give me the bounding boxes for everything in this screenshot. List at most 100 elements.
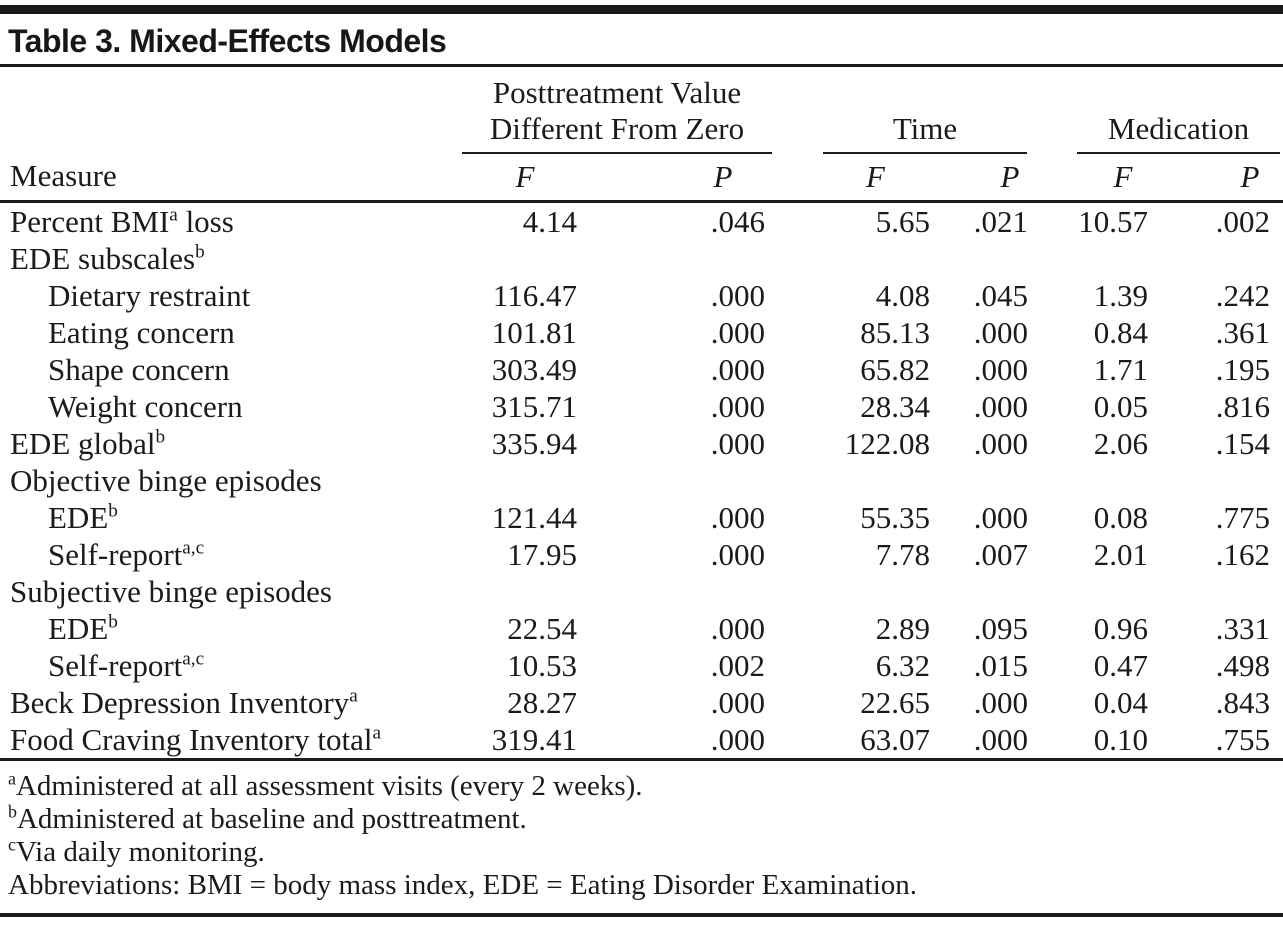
value-cell: .000 [710, 389, 765, 424]
footnote-text: Abbreviations: BMI = body mass index, ED… [8, 869, 918, 901]
value-cell: 28.27 [507, 685, 577, 720]
value-cell: 55.35 [860, 500, 930, 535]
measure-text: Self-report [48, 648, 183, 683]
measure-cell: Food Craving Inventory totala [0, 721, 460, 758]
value-cell: 22.54 [507, 611, 577, 646]
value-cell [943, 240, 1041, 277]
measure-cell: Percent BMIa loss [0, 202, 460, 241]
value-cell: 116.47 [492, 278, 577, 313]
measure-superscript: a,c [182, 537, 205, 559]
body-footnote-divider [0, 758, 1283, 761]
spanner-header-row: Measure Posttreatment Value Different Fr… [0, 67, 1283, 203]
value-cell: .007 [973, 537, 1028, 572]
value-cell: .000 [973, 315, 1028, 350]
group-label-posttreatment: Posttreatment Value Different From Zero [489, 75, 745, 146]
table-row-group: EDE subscalesb [0, 240, 1283, 277]
value-cell: 4.08 [875, 278, 930, 313]
bottom-rule-bar [0, 913, 1283, 917]
measure-superscript: a,c [182, 648, 205, 670]
value-cell: 6.32 [875, 648, 930, 683]
measure-cell: EDEb [0, 610, 460, 647]
measure-text: Eating concern [48, 315, 235, 350]
measure-cell: Objective binge episodes [0, 462, 460, 499]
measure-text: Weight concern [48, 389, 243, 424]
value-cell: 0.04 [1093, 685, 1148, 720]
measure-cell: EDEb [0, 499, 460, 536]
value-cell: .002 [710, 648, 765, 683]
value-cell [1041, 573, 1161, 610]
footnote-superscript: b [8, 801, 17, 822]
group-underline-medication: Medication [1077, 103, 1280, 154]
value-cell: .816 [1215, 389, 1270, 424]
value-cell [778, 240, 943, 277]
value-cell: .000 [710, 537, 765, 572]
footnote-b: bAdministered at baseline and posttreatm… [8, 801, 1275, 836]
group-label-medication: Medication [1107, 111, 1250, 146]
value-cell: .000 [710, 426, 765, 461]
group-label-time: Time [892, 111, 958, 146]
group-header-medication: Medication [1041, 67, 1283, 154]
value-cell: .162 [1215, 537, 1270, 572]
table-row-group: Subjective binge episodes [0, 573, 1283, 610]
measure-cell: Eating concern [0, 314, 460, 351]
value-cell: 0.08 [1093, 500, 1148, 535]
fp-header-row: F P F P F P [0, 154, 1283, 203]
value-cell: .000 [973, 500, 1028, 535]
value-cell: .195 [1215, 352, 1270, 387]
value-cell: .015 [973, 648, 1028, 683]
value-cell: 319.41 [491, 722, 577, 757]
title-divider [0, 64, 1283, 67]
value-cell: 1.39 [1093, 278, 1148, 313]
value-cell: .021 [973, 204, 1028, 239]
value-cell: 4.14 [522, 204, 577, 239]
measure-cell: Self-reporta,c [0, 536, 460, 573]
value-cell: 5.65 [875, 204, 930, 239]
value-cell: .000 [973, 389, 1028, 424]
value-cell [1161, 573, 1283, 610]
p-column-header: P [590, 154, 778, 203]
value-cell: .000 [710, 611, 765, 646]
value-cell: 85.13 [860, 315, 930, 350]
value-cell: 2.89 [875, 611, 930, 646]
value-cell: 7.78 [875, 537, 930, 572]
measure-text: Objective binge episodes [10, 463, 322, 498]
group-underline-posttreatment: Posttreatment Value Different From Zero [462, 67, 772, 154]
measure-cell: Self-reporta,c [0, 647, 460, 684]
value-cell [1041, 462, 1161, 499]
footnote-text: Via daily monitoring. [15, 836, 265, 868]
measure-text: Self-report [48, 537, 183, 572]
measure-text: Percent BMI [10, 204, 170, 239]
footnote-superscript: a [8, 768, 16, 789]
value-cell: .000 [710, 352, 765, 387]
measure-superscript: a [372, 722, 382, 744]
value-cell [943, 462, 1041, 499]
value-cell: 65.82 [860, 352, 930, 387]
measure-text-post: loss [177, 204, 234, 239]
value-cell: 10.57 [1078, 204, 1148, 239]
value-cell [778, 573, 943, 610]
value-cell: .000 [973, 352, 1028, 387]
value-cell: .046 [710, 204, 765, 239]
value-cell [590, 462, 778, 499]
measure-cell: Dietary restraint [0, 277, 460, 314]
table-row: Dietary restraint 116.47 .000 4.08 .045 … [0, 277, 1283, 314]
measure-text: Subjective binge episodes [10, 574, 332, 609]
value-cell: 0.47 [1093, 648, 1148, 683]
measure-cell: EDE subscalesb [0, 240, 460, 277]
table-row-group: Objective binge episodes [0, 462, 1283, 499]
value-cell: .000 [710, 685, 765, 720]
measure-text: EDE [48, 611, 109, 646]
value-cell: .775 [1215, 500, 1270, 535]
measure-superscript: b [195, 241, 205, 263]
value-cell: 101.81 [491, 315, 577, 350]
table-row: Food Craving Inventory totala 319.41 .00… [0, 721, 1283, 758]
footnote-text: Administered at baseline and posttreatme… [16, 803, 527, 835]
value-cell: .000 [710, 500, 765, 535]
value-cell: .755 [1215, 722, 1270, 757]
group-header-posttreatment: Posttreatment Value Different From Zero [460, 67, 778, 154]
value-cell [590, 573, 778, 610]
p-column-header: P [943, 154, 1041, 203]
value-cell: .000 [973, 722, 1028, 757]
table-row: Self-reporta,c 10.53 .002 6.32 .015 0.47… [0, 647, 1283, 684]
value-cell: 315.71 [491, 389, 577, 424]
